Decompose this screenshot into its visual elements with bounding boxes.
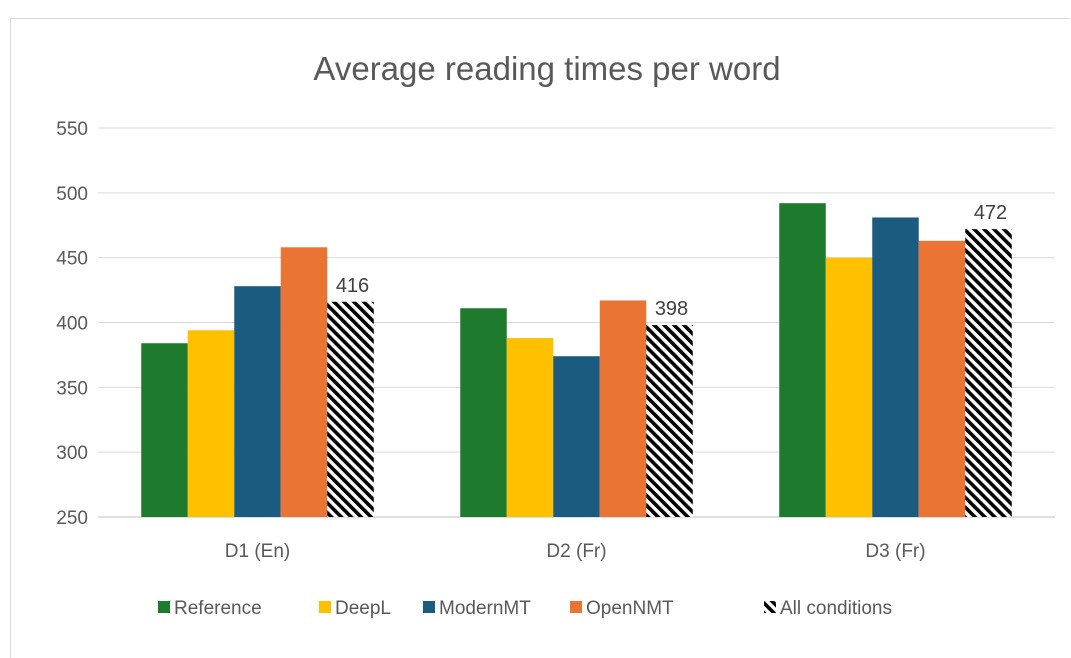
y-tick-label: 350 [56,378,88,399]
x-category-label: D1 (En) [225,541,290,562]
bar-all-conditions [965,229,1012,517]
data-label: 398 [655,298,688,320]
legend-swatch [319,601,331,613]
bar-modernmt [553,356,600,517]
legend-label: OpenNMT [586,598,674,619]
bar-reference [460,308,507,517]
y-tick-label: 550 [56,119,88,140]
bar-deepl [506,338,554,517]
y-tick-label: 250 [56,508,88,529]
bar-deepl [187,330,235,517]
legend-label: ModernMT [439,598,531,619]
chart-title: Average reading times per word [313,50,780,87]
y-tick-label: 300 [56,443,88,464]
x-category-label: D2 (Fr) [546,541,606,562]
legend-swatch [570,601,582,613]
bar-opennmt [599,300,647,517]
data-label: 472 [974,202,1007,224]
legend: Reference DeepL ModernMT OpenNMT All conditi… [158,598,892,619]
bar-all-conditions [646,325,693,517]
bar-deepl [825,257,873,517]
bar-reference [779,203,826,517]
bar-modernmt [872,217,919,517]
legend-label: Reference [174,598,262,619]
x-category-label: D3 (Fr) [865,541,925,562]
y-axis-ticks: 250 300 350 400 450 500 550 [56,119,88,529]
bars [141,203,1012,517]
legend-swatch [158,601,170,613]
bar-modernmt [234,286,281,517]
bar-opennmt [918,240,966,517]
data-labels: 416 398 472 [336,202,1007,320]
legend-label: DeepL [335,598,391,619]
y-tick-label: 500 [56,184,88,205]
y-tick-label: 450 [56,249,88,270]
x-axis-categories: D1 (En) D2 (Fr) D3 (Fr) [225,541,926,562]
legend-swatch [764,601,776,613]
bar-opennmt [280,247,328,517]
legend-label: All conditions [780,598,892,619]
chart-frame [10,18,1070,658]
legend-swatch [423,601,435,613]
data-label: 416 [336,275,369,297]
bar-reference [141,343,188,517]
y-tick-label: 400 [56,314,88,335]
bar-all-conditions [327,301,374,517]
